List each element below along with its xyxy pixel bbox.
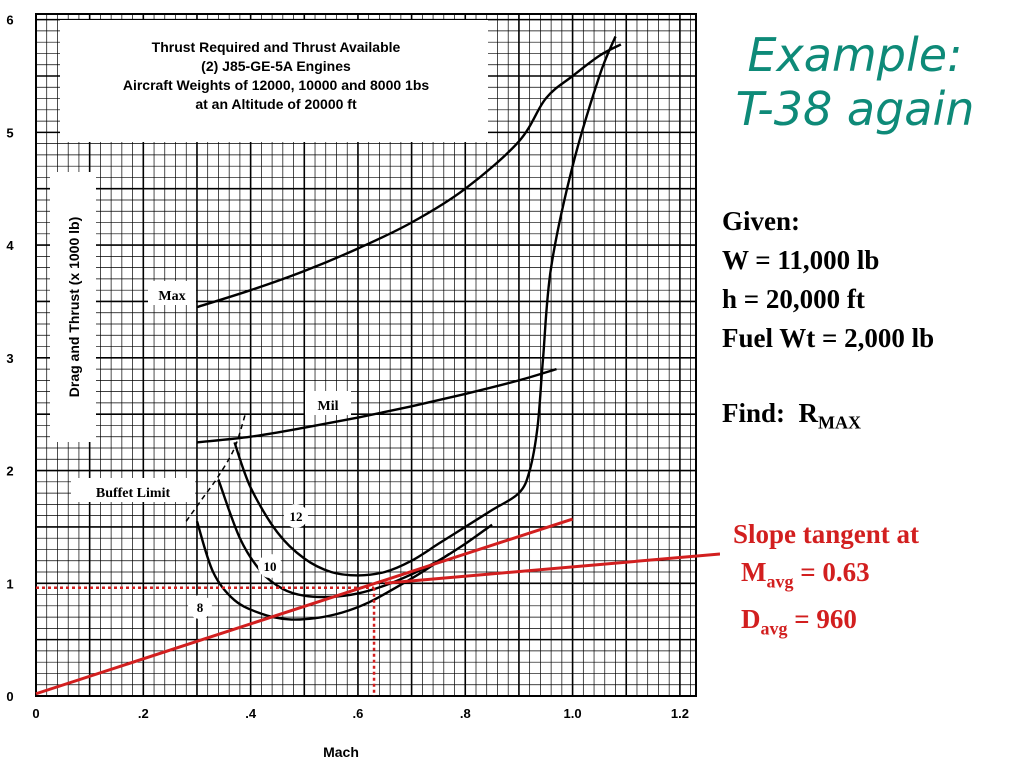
label-buffet-limit: Buffet Limit bbox=[96, 486, 171, 501]
given-block: Given: W = 11,000 lb h = 20,000 ft Fuel … bbox=[722, 202, 1022, 442]
drag-avg-subscript: avg bbox=[760, 618, 788, 639]
x-tick-label: 1.2 bbox=[671, 706, 689, 721]
y-tick-label: 1 bbox=[6, 576, 13, 591]
label-buffet-limit-box bbox=[71, 478, 195, 502]
chart-title-line: (2) J85-GE-5A Engines bbox=[201, 58, 351, 74]
given-heading: Given: bbox=[722, 206, 800, 236]
tangent-line bbox=[35, 517, 574, 696]
slide-title: Example: T-38 again bbox=[705, 28, 1005, 136]
find-subscript: MAX bbox=[818, 412, 862, 433]
x-tick-label: 1.0 bbox=[564, 706, 582, 721]
label-weight-8: 8 bbox=[197, 600, 204, 615]
mach-avg-subscript: avg bbox=[766, 571, 794, 592]
chart-title-line: Thrust Required and Thrust Available bbox=[152, 39, 401, 55]
label-mil-box bbox=[305, 391, 351, 415]
label-weight-8-circle bbox=[188, 595, 212, 619]
find-symbol: R bbox=[798, 398, 819, 428]
given-altitude: h = 20,000 ft bbox=[722, 284, 865, 314]
mach-avg-symbol: M bbox=[741, 557, 767, 587]
slide-title-line1: Example: bbox=[747, 28, 963, 82]
chart-title-line: at an Altitude of 20000 ft bbox=[195, 96, 357, 112]
series-line bbox=[196, 367, 557, 444]
x-tick-label: .8 bbox=[460, 706, 471, 721]
label-max-box bbox=[148, 281, 196, 305]
series-line bbox=[233, 36, 617, 577]
label-weight-12-circle bbox=[284, 504, 308, 528]
slope-heading: Slope tangent at bbox=[733, 519, 920, 549]
callout-pointer-line bbox=[384, 552, 720, 585]
y-tick-label: 4 bbox=[6, 238, 14, 253]
given-fuel: Fuel Wt = 2,000 lb bbox=[722, 323, 935, 353]
x-tick-label: .4 bbox=[245, 706, 257, 721]
y-tick-label: 6 bbox=[6, 13, 13, 28]
y-tick-label: 3 bbox=[6, 351, 13, 366]
series-line bbox=[195, 520, 450, 621]
label-weight-12: 12 bbox=[290, 509, 303, 524]
x-axis-label: Mach bbox=[323, 744, 359, 760]
series-line bbox=[185, 413, 247, 522]
label-weight-10: 10 bbox=[264, 559, 277, 574]
find-line: Find: RMAX bbox=[722, 394, 1022, 442]
drag-avg-line: Davg = 960 bbox=[733, 600, 1023, 647]
y-tick-label: 5 bbox=[6, 125, 13, 140]
y-axis-label: Drag and Thrust (x 1000 lb) bbox=[66, 217, 82, 397]
chart-title-line: Aircraft Weights of 12000, 10000 and 800… bbox=[123, 77, 430, 93]
label-mil: Mil bbox=[318, 399, 339, 414]
find-label: Find: bbox=[722, 398, 786, 428]
drag-avg-symbol: D bbox=[741, 604, 761, 635]
mach-avg-line: Mavg = 0.63 bbox=[733, 553, 1023, 600]
series-line bbox=[196, 43, 622, 309]
x-tick-label: .6 bbox=[353, 706, 364, 721]
slide-title-line2: T-38 again bbox=[735, 82, 975, 136]
slope-annotation: Slope tangent at Mavg = 0.63 Davg = 960 bbox=[733, 515, 1023, 648]
chart-title-box bbox=[60, 20, 488, 142]
y-axis-label-box bbox=[50, 172, 96, 442]
y-tick-label: 2 bbox=[6, 464, 13, 479]
label-max: Max bbox=[158, 289, 185, 304]
drag-avg-value: = 960 bbox=[787, 604, 857, 635]
x-tick-label: 0 bbox=[32, 706, 39, 721]
label-weight-10-circle bbox=[258, 554, 282, 578]
mach-avg-value: = 0.63 bbox=[793, 557, 870, 587]
given-weight: W = 11,000 lb bbox=[722, 245, 880, 275]
x-tick-label: .2 bbox=[138, 706, 149, 721]
plot-frame bbox=[35, 13, 697, 697]
y-tick-label: 0 bbox=[6, 689, 13, 704]
